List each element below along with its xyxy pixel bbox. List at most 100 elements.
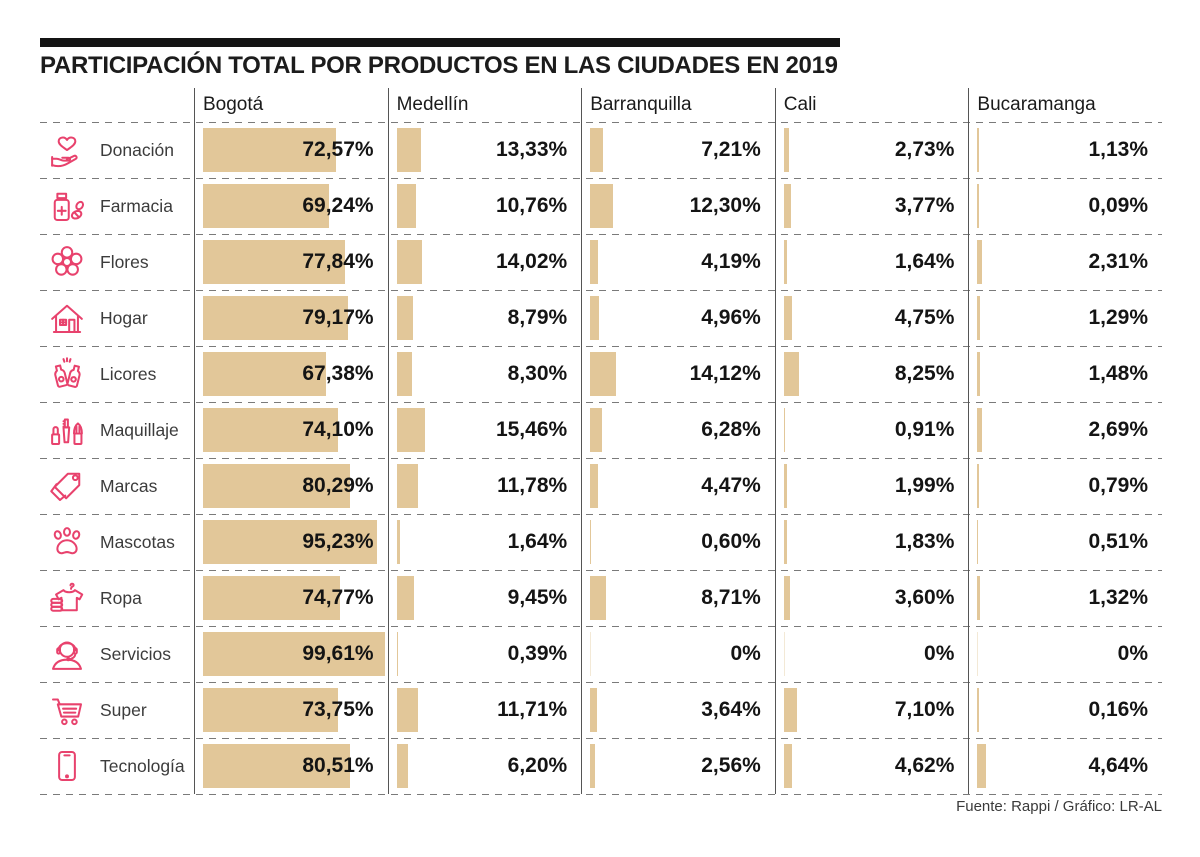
value-cell: 4,47% (581, 458, 775, 514)
value-cell: 0,09% (968, 178, 1162, 234)
value-bar (783, 352, 799, 396)
value-cell: 77,84% (194, 234, 388, 290)
value-cell: 74,10% (194, 402, 388, 458)
value-label: 77,84% (302, 250, 374, 273)
category-label: Ropa (100, 587, 142, 608)
value-bar (396, 408, 425, 452)
pharmacy-bottle-pills-icon (45, 184, 89, 228)
value-label: 6,20% (507, 754, 568, 777)
value-cell: 0% (581, 626, 775, 682)
table-row: Donación 72,57% 13,33% 7,21% 2,73% 1,13% (40, 122, 1162, 178)
category-cell: Tecnología (40, 738, 194, 794)
value-label: 1,13% (1088, 138, 1148, 161)
category-cell: Licores (40, 346, 194, 402)
value-cell: 3,64% (581, 682, 775, 738)
value-label: 80,51% (302, 754, 374, 777)
value-bar (783, 632, 785, 676)
value-cell: 6,20% (387, 738, 582, 794)
value-cell: 1,13% (968, 122, 1162, 178)
value-label: 11,78% (497, 474, 568, 497)
page-title: PARTICIPACIÓN TOTAL POR PRODUCTOS EN LAS… (40, 52, 838, 79)
value-bar (396, 632, 399, 676)
category-label: Licores (100, 363, 157, 384)
value-bar (396, 184, 417, 228)
value-cell: 0,79% (968, 458, 1162, 514)
value-cell: 0% (774, 626, 969, 682)
city-header: Bucaramanga (968, 88, 1162, 122)
value-bar (977, 520, 979, 564)
value-bar (783, 128, 789, 172)
value-label: 0% (1117, 642, 1148, 665)
value-bar (590, 744, 595, 788)
value-cell: 0,39% (387, 626, 582, 682)
value-bar (590, 128, 604, 172)
value-label: 0,16% (1088, 698, 1148, 721)
value-cell: 0,60% (581, 514, 775, 570)
value-cell: 1,83% (774, 514, 969, 570)
table-row: Servicios 99,61% 0,39% 0% 0% 0% (40, 626, 1162, 682)
headset-agent-icon (45, 632, 89, 676)
value-label: 8,30% (507, 362, 568, 385)
value-bar (977, 296, 980, 340)
value-cell: 2,73% (774, 122, 969, 178)
category-label: Servicios (100, 643, 171, 664)
value-bar (203, 352, 327, 396)
value-label: 1,64% (894, 250, 955, 273)
value-cell: 1,32% (968, 570, 1162, 626)
value-label: 4,96% (701, 306, 761, 329)
value-bar (590, 296, 600, 340)
category-cell: Marcas (40, 458, 194, 514)
value-cell: 0,51% (968, 514, 1162, 570)
value-cell: 0,91% (774, 402, 969, 458)
value-cell: 1,64% (774, 234, 969, 290)
value-cell: 3,77% (774, 178, 969, 234)
category-label: Marcas (100, 475, 158, 496)
value-label: 14,02% (495, 250, 568, 273)
value-bar (203, 296, 348, 340)
value-bar (977, 464, 979, 508)
value-bar (590, 520, 592, 564)
value-cell: 3,60% (774, 570, 969, 626)
table-row: Ropa 74,77% 9,45% 8,71% 3,60% 1,32% (40, 570, 1162, 626)
category-cell: Flores (40, 234, 194, 290)
category-label: Donación (100, 139, 174, 160)
value-label: 2,31% (1088, 250, 1148, 273)
header-spacer (40, 88, 194, 122)
value-cell: 2,69% (968, 402, 1162, 458)
value-bar (203, 744, 350, 788)
value-label: 69,24% (302, 194, 374, 217)
value-cell: 67,38% (194, 346, 388, 402)
value-cell: 13,33% (387, 122, 582, 178)
value-bar (977, 744, 986, 788)
value-label: 2,69% (1088, 418, 1148, 441)
donation-heart-hand-icon (45, 128, 89, 172)
value-bar (396, 744, 408, 788)
category-label: Hogar (100, 307, 148, 328)
value-label: 3,60% (894, 586, 955, 609)
city-header: Bogotá (194, 88, 388, 122)
value-cell: 74,77% (194, 570, 388, 626)
value-label: 72,57% (302, 138, 374, 161)
product-city-table: Bogotá Medellín Barranquilla Cali Bucaramang… (40, 88, 1162, 795)
value-bar (203, 520, 377, 564)
value-bar (396, 520, 400, 564)
value-bar (203, 240, 346, 284)
value-label: 12,30% (689, 194, 761, 217)
category-cell: Hogar (40, 290, 194, 346)
value-label: 1,99% (894, 474, 955, 497)
value-cell: 1,29% (968, 290, 1162, 346)
value-cell: 6,28% (581, 402, 775, 458)
value-bar (203, 576, 340, 620)
table-row: Maquillaje 74,10% 15,46% 6,28% 0,91% 2,69% (40, 402, 1162, 458)
value-label: 67,38% (302, 362, 374, 385)
value-bar (783, 408, 786, 452)
value-bar (590, 240, 598, 284)
value-bar (783, 184, 791, 228)
value-label: 1,64% (507, 530, 568, 553)
city-header: Barranquilla (581, 88, 775, 122)
city-header: Cali (774, 88, 969, 122)
value-cell: 14,12% (581, 346, 775, 402)
value-bar (977, 128, 980, 172)
value-cell: 10,76% (387, 178, 582, 234)
